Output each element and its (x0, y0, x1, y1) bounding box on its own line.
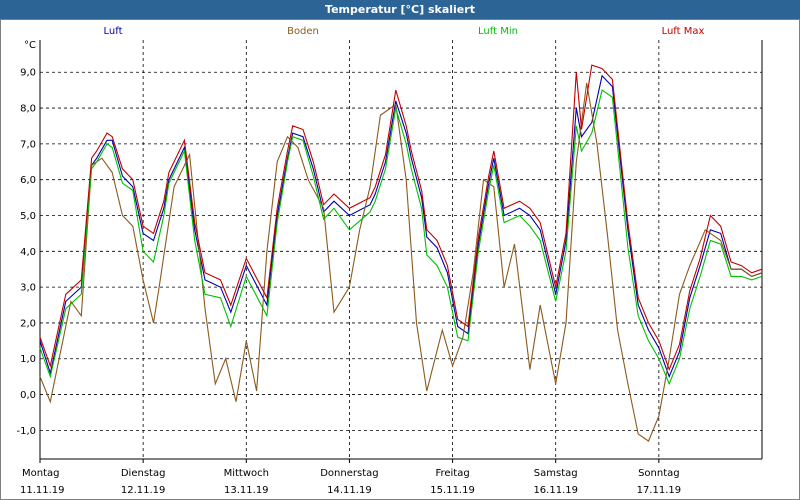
y-tick-label: 0,0 (20, 390, 36, 401)
y-tick-label: 3,0 (20, 283, 36, 294)
x-tick-day: Dienstag (121, 468, 166, 479)
x-tick-date: 15.11.19 (430, 485, 475, 496)
legend-luft-min: Luft Min (478, 26, 518, 37)
y-tick-label: 5,0 (20, 211, 36, 222)
y-tick-label: 6,0 (20, 175, 36, 186)
legend-boden: Boden (287, 26, 319, 37)
series-line-luft-max (39, 64, 763, 372)
x-tick-date: 12.11.19 (121, 485, 166, 496)
y-tick-label: -1,0 (16, 426, 36, 437)
chart-title: Temperatur [°C] skaliert (0, 0, 800, 19)
y-tick-label: 4,0 (20, 247, 36, 258)
x-tick-date: 14.11.19 (327, 485, 372, 496)
y-tick-label: 9,0 (20, 68, 36, 79)
y-tick-label: 8,0 (20, 104, 36, 115)
x-tick-date: 16.11.19 (533, 485, 578, 496)
series-line-luft (39, 74, 763, 379)
y-axis-unit: °C (24, 40, 36, 51)
x-tick-date: 11.11.19 (20, 485, 65, 496)
series-line-boden (39, 82, 763, 442)
x-tick-day: Sonntag (638, 468, 680, 479)
x-tick-day: Freitag (435, 468, 469, 479)
y-tick-label: 7,0 (20, 139, 36, 150)
x-tick-day: Mittwoch (224, 468, 269, 479)
x-tick-day: Samstag (534, 468, 578, 479)
y-tick-label: 1,0 (20, 354, 36, 365)
x-tick-day: Montag (22, 468, 59, 479)
x-tick-date: 17.11.19 (637, 485, 682, 496)
series-line-luft-min (39, 89, 763, 386)
x-tick-date: 13.11.19 (224, 485, 269, 496)
y-tick-label: 2,0 (20, 318, 36, 329)
legend-luft: Luft (104, 26, 123, 37)
x-tick-day: Donnerstag (320, 468, 378, 479)
legend-luft-max: Luft Max (662, 26, 705, 37)
